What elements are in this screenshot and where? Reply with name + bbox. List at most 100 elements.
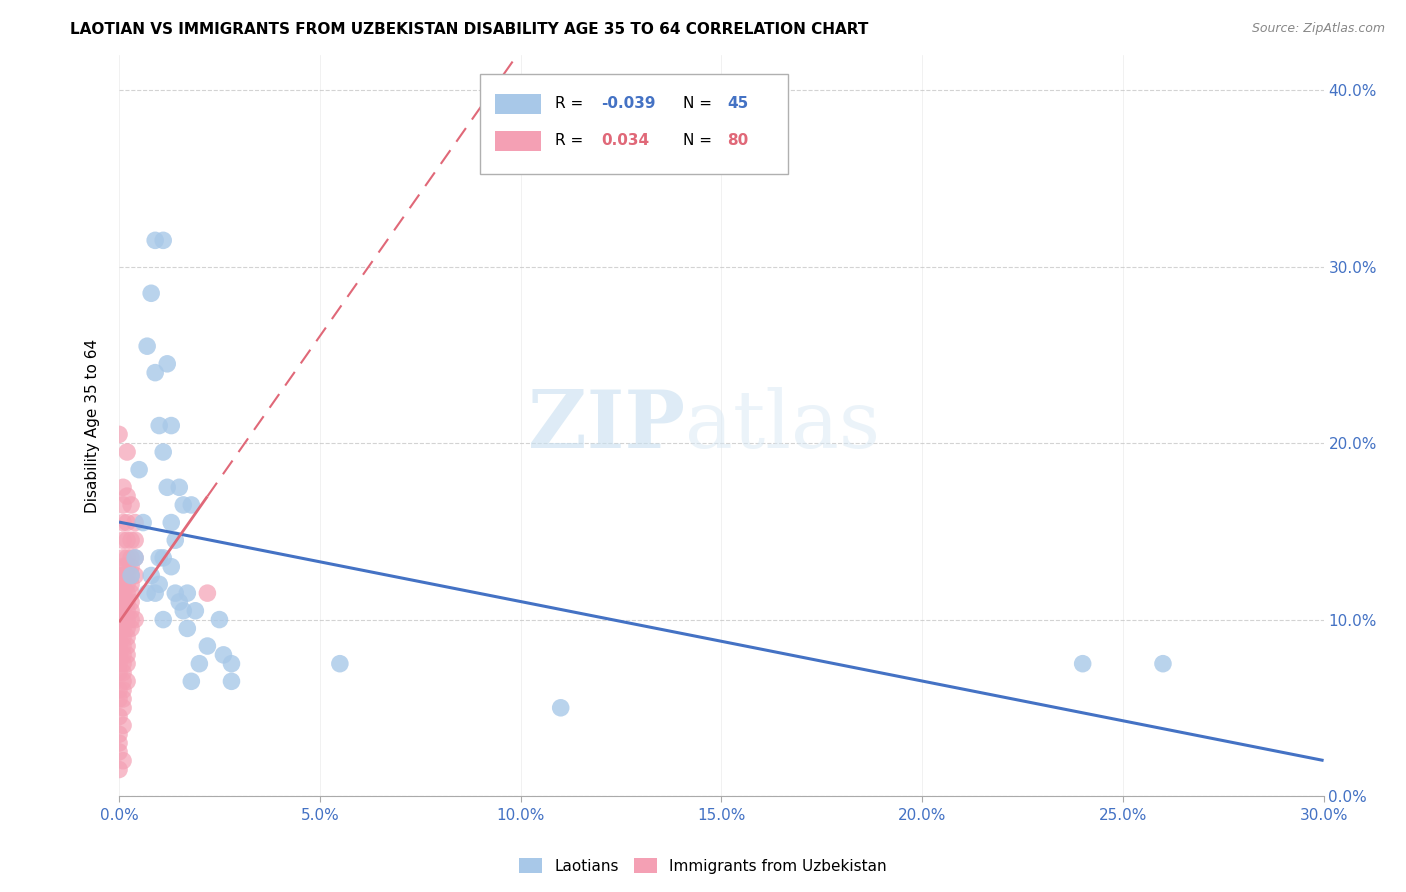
Point [188, 657, 211, 671]
Y-axis label: Disability Age 35 to 64: Disability Age 35 to 64 [86, 338, 100, 513]
Point [120, 550, 142, 565]
Point [108, 736, 131, 750]
Point [115, 595, 138, 609]
Point [115, 657, 138, 671]
Point [120, 568, 142, 582]
Text: N =: N = [683, 133, 717, 148]
Point [112, 639, 135, 653]
Text: R =: R = [555, 95, 588, 111]
Point [112, 559, 135, 574]
Point [108, 568, 131, 582]
Point [112, 604, 135, 618]
Point [550, 700, 572, 714]
Point [108, 763, 131, 777]
Text: R =: R = [555, 133, 593, 148]
Point [172, 498, 194, 512]
Point [160, 418, 183, 433]
Point [108, 639, 131, 653]
Point [160, 516, 183, 530]
Point [112, 480, 135, 494]
Point [141, 286, 163, 301]
Point [108, 727, 131, 741]
Point [112, 498, 135, 512]
Point [115, 604, 138, 618]
Point [115, 577, 138, 591]
Point [108, 613, 131, 627]
Point [124, 516, 146, 530]
Point [128, 463, 150, 477]
Point [136, 339, 159, 353]
Point [112, 665, 135, 680]
Point [112, 595, 135, 609]
Point [112, 754, 135, 768]
Point [112, 692, 135, 706]
Point [152, 550, 174, 565]
Point [112, 718, 135, 732]
Text: 80: 80 [727, 133, 748, 148]
Point [115, 674, 138, 689]
Point [108, 621, 131, 635]
Point [176, 621, 198, 635]
Point [115, 621, 138, 635]
Point [115, 489, 138, 503]
Point [156, 357, 179, 371]
Point [112, 568, 135, 582]
Legend: Laotians, Immigrants from Uzbekistan: Laotians, Immigrants from Uzbekistan [513, 852, 893, 880]
Point [112, 648, 135, 662]
Point [1071, 657, 1094, 671]
Point [112, 613, 135, 627]
Point [208, 613, 231, 627]
Point [115, 613, 138, 627]
Point [176, 586, 198, 600]
Point [141, 568, 163, 582]
Point [195, 639, 218, 653]
Point [120, 586, 142, 600]
FancyBboxPatch shape [481, 74, 787, 174]
Point [108, 427, 131, 442]
Point [108, 709, 131, 723]
Point [124, 533, 146, 548]
Point [115, 586, 138, 600]
Point [112, 577, 135, 591]
Point [136, 586, 159, 600]
Point [112, 700, 135, 714]
Point [112, 621, 135, 635]
Point [124, 613, 146, 627]
FancyBboxPatch shape [495, 131, 541, 152]
Point [108, 745, 131, 759]
Point [112, 533, 135, 548]
Point [120, 533, 142, 548]
Point [180, 674, 202, 689]
Point [108, 692, 131, 706]
Text: 45: 45 [727, 95, 748, 111]
Point [180, 498, 202, 512]
Point [115, 648, 138, 662]
Point [195, 586, 218, 600]
Point [115, 533, 138, 548]
Point [148, 418, 170, 433]
Point [212, 648, 235, 662]
Point [165, 533, 187, 548]
Point [124, 568, 146, 582]
Point [160, 559, 183, 574]
Point [172, 604, 194, 618]
Point [115, 445, 138, 459]
Text: -0.039: -0.039 [600, 95, 655, 111]
Text: ZIP: ZIP [529, 386, 685, 465]
Point [108, 595, 131, 609]
Point [152, 613, 174, 627]
Point [165, 586, 187, 600]
Point [221, 657, 243, 671]
Point [112, 674, 135, 689]
Point [120, 568, 142, 582]
Point [115, 568, 138, 582]
Text: N =: N = [683, 95, 717, 111]
Point [108, 586, 131, 600]
Point [108, 657, 131, 671]
Point [115, 559, 138, 574]
Text: atlas: atlas [685, 386, 880, 465]
Point [112, 630, 135, 644]
Point [115, 639, 138, 653]
FancyBboxPatch shape [495, 94, 541, 114]
Point [120, 621, 142, 635]
